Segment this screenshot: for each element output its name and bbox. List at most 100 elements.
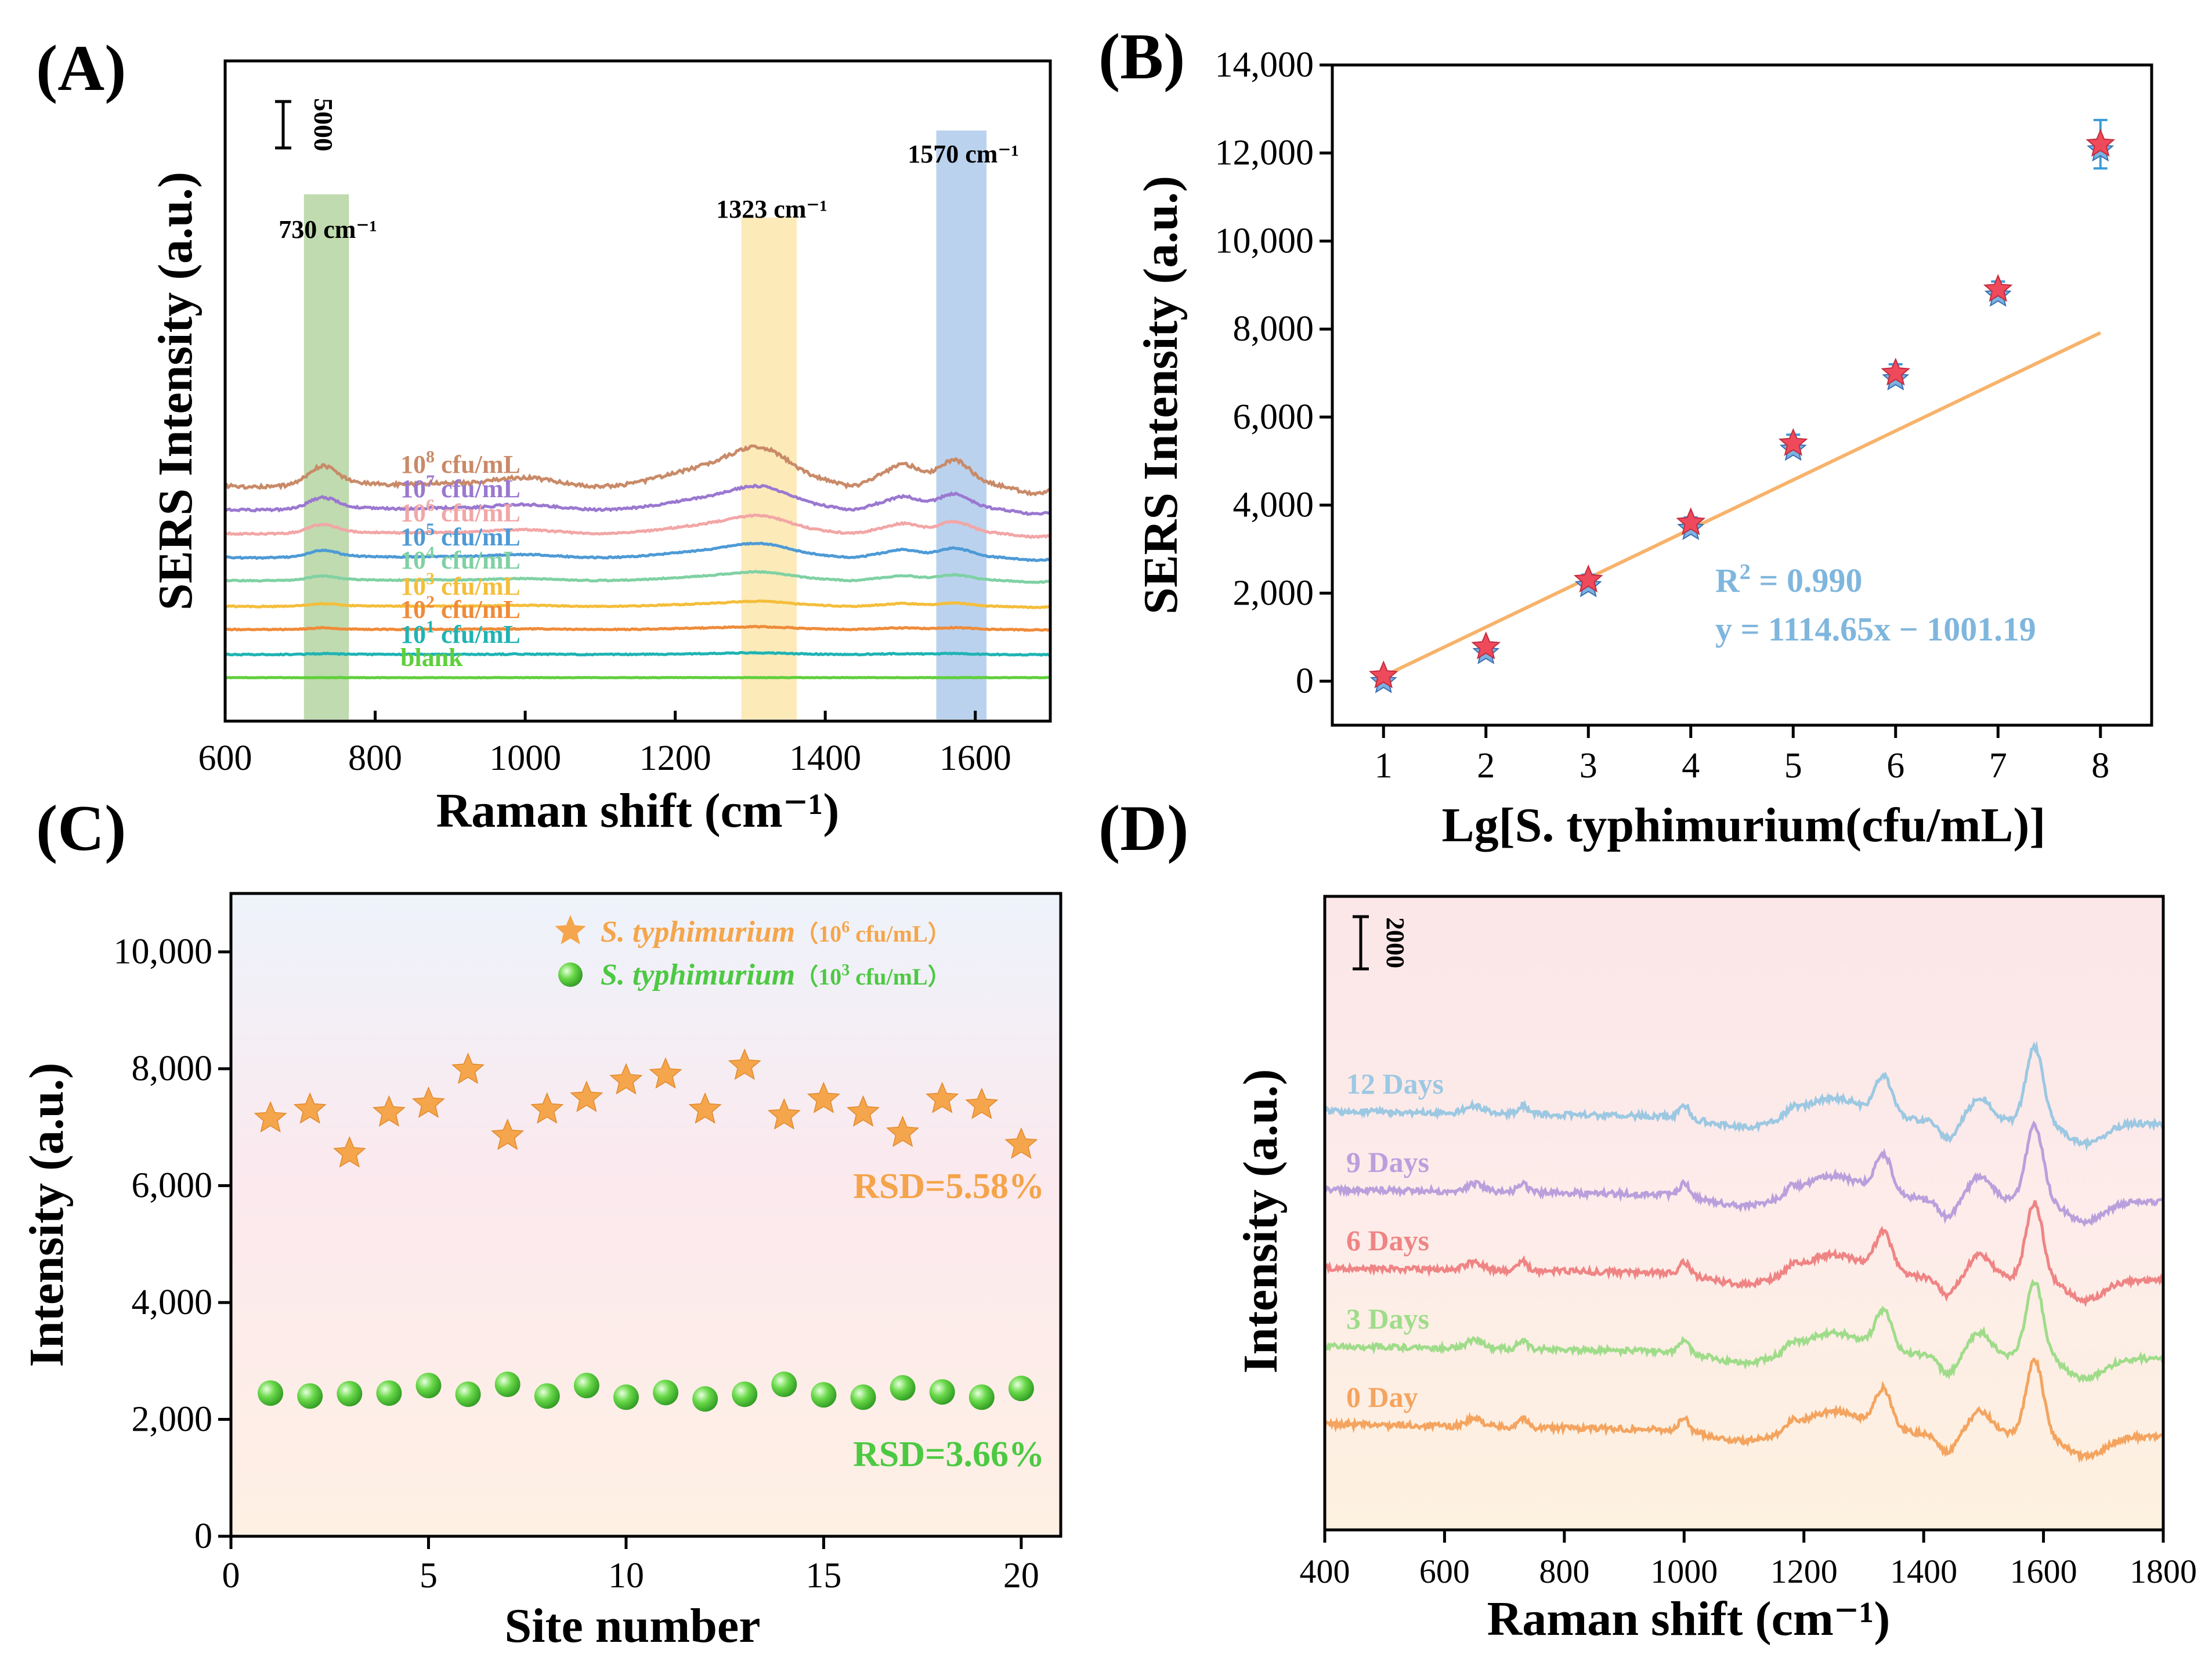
ytick-label: 8,000 [1233,309,1314,349]
series-label: 106 cfu/mL [400,495,521,527]
star-point [372,1095,406,1127]
star-point [570,1080,603,1112]
series-label-unit: cfu/mL [435,595,521,624]
panel-c-points [254,1048,1038,1412]
sphere-point [890,1375,916,1401]
panel-c-letter: (C) [36,792,126,864]
panel-b-xticks: 1 2 3 4 5 6 7 8 [1375,725,2109,786]
xtick-label: 5 [420,1556,438,1595]
spectrum-line [224,444,1051,497]
panel-a-bands [303,131,987,719]
spectrum-line [1323,1120,2164,1228]
panel-d-letter: (D) [1098,792,1188,864]
sphere-point [258,1380,284,1406]
xtick-label: 800 [348,739,402,778]
xtick-label: 1400 [789,739,861,778]
xtick-label: 400 [1300,1553,1350,1590]
xtick-label: 4 [1682,746,1700,786]
series-label-exp: 6 [426,495,435,515]
star-point [649,1057,682,1089]
series-label: 9 Days [1346,1146,1429,1178]
panel-b-yticks: 0 2,000 4,000 6,000 8,000 10,000 12,000 14,000 [1215,45,1332,701]
panel-c-frame [229,892,1062,1538]
xtick-label: 8 [2091,746,2109,786]
band-730 [303,194,349,719]
panel-d-xlabel: Raman shift (cm⁻¹) [1487,1592,1891,1646]
series-label-exp: 1 [426,617,435,636]
xtick-label: 10 [608,1556,644,1595]
legend-series-2-conc: （10 [795,964,841,990]
sphere-point [534,1383,560,1409]
sphere-point [811,1382,837,1408]
sphere-point [415,1373,442,1399]
series-label: 0 Day [1346,1381,1418,1413]
panel-a-band-labels: 730 cm⁻¹ 1323 cm⁻¹ 1570 cm⁻¹ [279,140,1019,244]
sphere-point [376,1380,402,1406]
series-label: 6 Days [1346,1224,1429,1257]
series-label-unit: cfu/mL [435,475,521,503]
band-1570 [936,131,987,719]
panel-b-fit-line [1382,331,2102,678]
panel-b-letter: (B) [1098,21,1185,93]
band-label-1570: 1570 cm⁻¹ [908,140,1019,168]
panel-c-background [231,893,1061,1536]
legend-series-2: S. typhimurium（103 cfu/mL） [601,958,951,991]
spectrum-line [1323,1278,2164,1384]
series-label-exp: 8 [426,447,435,466]
panel-d-frame [1323,895,2165,1532]
series-label-unit: cfu/mL [435,572,521,600]
spectrum-line [1324,1200,2164,1308]
ytick-label: 8,000 [132,1049,213,1088]
panel-a: (A) 600 800 1000 1200 1400 1600 5000 730 cm⁻¹… [36,32,1052,838]
star-point [1004,1127,1038,1159]
sphere-point [692,1386,718,1412]
star-point [411,1086,445,1118]
series-label-exp: 4 [426,543,435,562]
series-label-exp: 5 [426,520,435,539]
xtick-label: 600 [198,739,252,778]
spectrum-line [225,570,1051,584]
star-point [491,1119,525,1150]
xtick-label: 0 [222,1556,240,1595]
panel-b-ylabel: SERS Intensity (a.u.) [1134,176,1188,614]
panel-d: (D) 400 600 800 1000 1200 1400 1600 1800 2000 0… [1098,792,2197,1646]
series-label-unit: cfu/mL [435,546,521,574]
xtick-label: 1400 [1890,1553,1957,1590]
star-point [530,1092,564,1124]
legend-series-1: S. typhimurium（106 cfu/mL） [601,915,951,949]
series-label-exp: 3 [426,569,435,588]
panel-b-r2-base: R [1715,562,1740,599]
panel-a-scale-bar-label: 5000 [309,98,338,151]
panel-c-rsd-1: RSD=5.58% [853,1167,1044,1206]
star-point [807,1081,840,1113]
sphere-point [455,1381,481,1407]
star-point [886,1116,920,1148]
ytick-label: 0 [194,1517,212,1556]
series-label-base: 10 [400,620,426,649]
panel-a-ylabel: SERS Intensity (a.u.) [149,172,203,610]
series-label-base: 10 [400,572,426,600]
series-label: 103 cfu/mL [400,569,521,600]
xtick-label: 1000 [1650,1553,1718,1590]
sphere-point [573,1373,599,1399]
series-label-unit: cfu/mL [435,498,521,527]
panel-b-r2: R2 = 0.990 [1715,560,1862,599]
star-point [609,1063,643,1095]
legend-series-1-unit: cfu/mL） [850,921,950,947]
star-point [293,1092,327,1124]
series-label-exp: 2 [426,592,435,611]
panel-c-ylabel: Intensity (a.u.) [20,1062,74,1367]
panel-d-scale-bar: 2000 [1353,915,1409,971]
band-label-1323: 1323 cm⁻¹ [716,195,827,223]
spectrum-line [225,483,1051,516]
ytick-label: 4,000 [1233,486,1314,525]
panel-a-scale-bar: 5000 [275,98,338,151]
panel-b-r2-exp: 2 [1740,560,1751,584]
series-label: 108 cfu/mL [400,447,521,479]
star-point [451,1052,485,1084]
series-label-base: 10 [400,475,426,503]
series-label: 12 Days [1346,1067,1444,1100]
data-point-star [1471,631,1501,660]
